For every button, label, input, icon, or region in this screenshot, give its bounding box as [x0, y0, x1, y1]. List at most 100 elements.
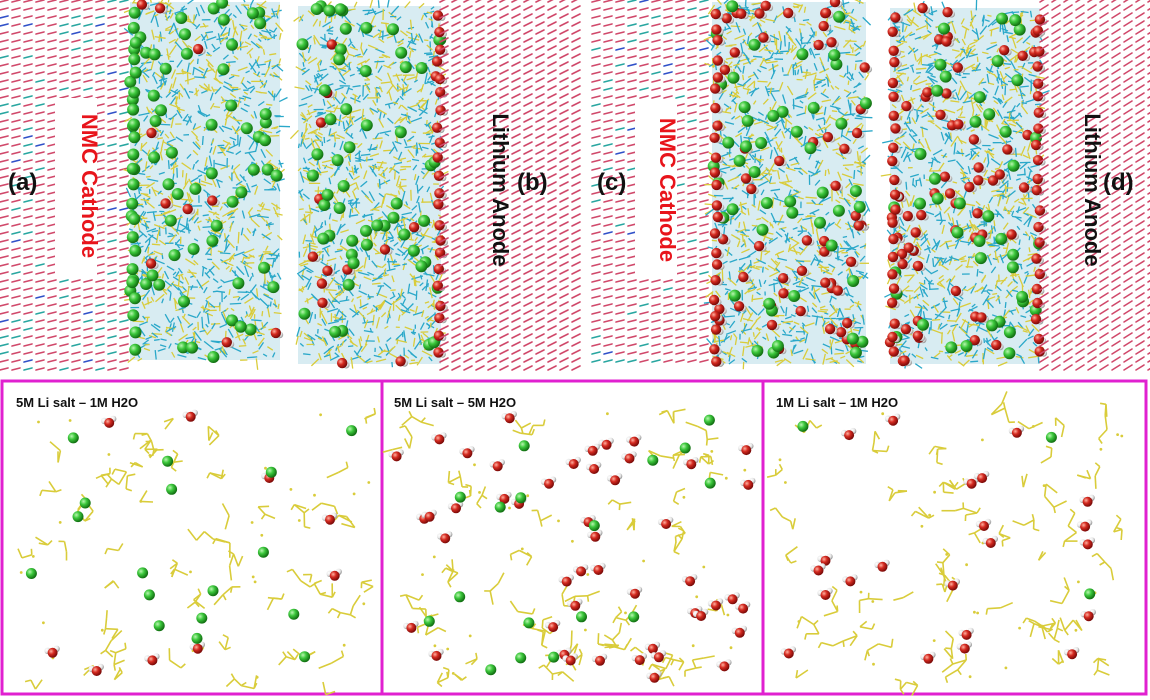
oxygen-atom — [1032, 91, 1044, 102]
oxygen-atom — [824, 323, 836, 335]
lithium-atom — [339, 22, 352, 35]
lithium-atom — [166, 483, 178, 495]
solvent-molecule — [447, 470, 469, 488]
solvent-molecule — [1037, 551, 1047, 561]
lithium-atom — [515, 492, 527, 504]
lithium-atom — [740, 140, 752, 153]
oxygen-atom — [317, 297, 328, 308]
solvent-fragment — [478, 491, 481, 494]
oxygen-atom — [887, 297, 898, 308]
lithium-atom — [1003, 347, 1016, 360]
oxygen-atom — [434, 220, 445, 231]
solvent-molecule — [1049, 577, 1070, 605]
lithium-atom — [418, 214, 431, 227]
lithium-atom — [244, 323, 257, 336]
electrode-label-c: NMC Cathode — [655, 118, 680, 262]
lithium-atom — [1007, 248, 1020, 261]
oxygen-atom — [432, 152, 443, 163]
lithium-atom — [359, 65, 372, 77]
lithium-atom — [216, 0, 229, 9]
solvent-molecule — [104, 543, 124, 555]
oxygen-atom — [832, 285, 843, 296]
lithium-atom — [175, 12, 188, 24]
lithium-atom — [832, 204, 845, 217]
solvent-fragment — [784, 481, 787, 484]
lithium-atom — [72, 511, 84, 523]
lithium-atom — [162, 455, 174, 467]
oxygen-atom — [912, 330, 923, 341]
oxygen-atom — [146, 127, 157, 139]
oxygen-atom — [1033, 221, 1044, 233]
solvent-molecule — [769, 507, 796, 530]
solvent-molecule — [672, 487, 686, 505]
lithium-atom — [398, 228, 411, 241]
lithium-atom — [153, 278, 166, 291]
lithium-atom — [390, 197, 403, 210]
oxygen-atom — [710, 275, 721, 286]
oxygen-atom — [839, 143, 850, 154]
solvent-molecule — [401, 410, 434, 427]
oxygen-atom — [1031, 283, 1043, 295]
oxygen-atom — [842, 317, 853, 329]
oxygen-atom — [999, 45, 1010, 56]
lithium-atom — [999, 125, 1012, 138]
solvent-fragment — [107, 453, 111, 456]
solvent-fragment — [871, 600, 875, 603]
lithium-atom — [1013, 23, 1026, 36]
lithium-atom — [1003, 326, 1016, 339]
solvent-fragment — [981, 438, 984, 442]
oxygen-atom — [890, 12, 901, 23]
panel-tag-d: (d) — [1103, 169, 1134, 196]
oxygen-atom — [1033, 107, 1045, 118]
oxygen-atom — [712, 72, 724, 83]
solvent-molecule — [360, 579, 374, 593]
solvent-molecule — [104, 579, 120, 589]
oxygen-atom — [783, 7, 794, 19]
solvent-fragment — [973, 610, 976, 614]
lithium-atom — [207, 585, 219, 597]
lithium-atom — [776, 105, 789, 118]
solvent-fragment — [1032, 425, 1035, 428]
lithium-atom — [25, 568, 37, 579]
solvent-molecule — [1093, 657, 1110, 676]
oxygen-atom — [1033, 123, 1044, 134]
lithium-atom — [207, 351, 220, 363]
oxygen-atom — [711, 600, 721, 611]
oxygen-atom — [820, 7, 832, 18]
oxygen-atom — [709, 228, 721, 239]
oxygen-atom — [406, 622, 417, 633]
solvent-molecule — [509, 549, 533, 566]
solvent-molecule — [685, 421, 719, 446]
oxygen-atom — [902, 210, 913, 222]
solvent-molecule — [227, 550, 244, 581]
solvent-fragment — [1042, 484, 1046, 487]
oxygen-atom — [315, 117, 327, 128]
oxygen-atom — [710, 311, 721, 322]
solvent-fragment — [928, 513, 931, 517]
lithium-atom — [647, 454, 659, 466]
solvent-molecule — [436, 666, 450, 688]
solvent-fragment — [264, 466, 267, 470]
oxygen-atom — [888, 233, 899, 245]
lithium-atom — [986, 319, 998, 332]
solvent-molecule — [1047, 619, 1064, 644]
oxygen-atom — [431, 56, 443, 67]
oxygen-atom — [721, 13, 732, 24]
lithium-atom — [494, 501, 506, 513]
solvent-fragment — [702, 565, 706, 569]
lithium-atom — [311, 148, 324, 161]
electrolyte-slab-b — [289, 0, 449, 369]
lithium-atom — [333, 202, 346, 214]
lithium-atom — [124, 75, 137, 88]
lithium-atom — [226, 38, 238, 51]
solvent-fragment — [797, 620, 801, 623]
solvent-molecule — [322, 681, 336, 696]
solvent-molecule — [893, 591, 914, 601]
solvent-molecule — [859, 620, 876, 630]
inset-molecules-1 — [17, 407, 377, 696]
oxygen-atom — [570, 600, 581, 611]
lithium-atom — [751, 344, 764, 357]
zoom-inset-2: 5M Li salt – 5M H2O — [380, 379, 765, 696]
lithium-atom — [217, 63, 230, 76]
solvent-molecule — [103, 610, 119, 640]
